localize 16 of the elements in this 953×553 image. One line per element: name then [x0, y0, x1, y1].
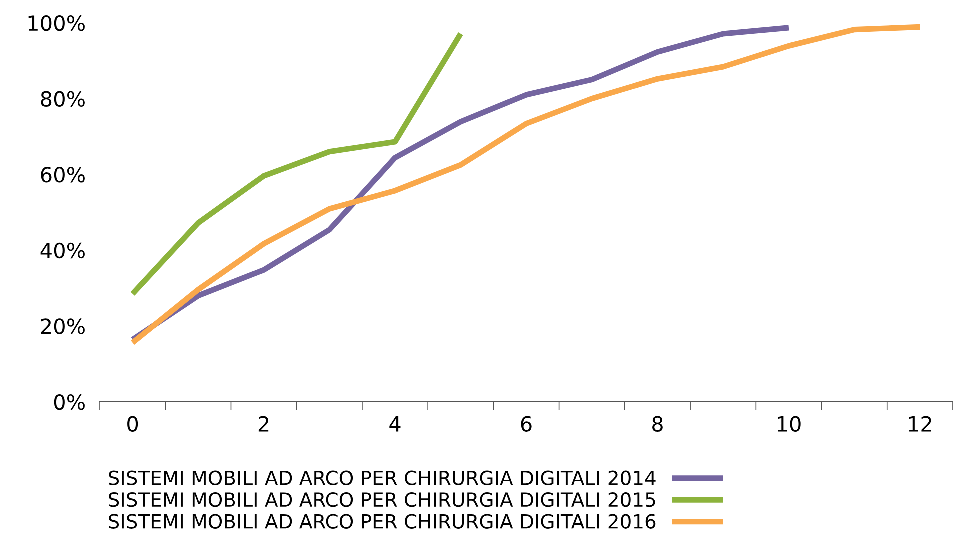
x-tick-label: 8 [652, 416, 663, 432]
y-tick-label: 40% [40, 242, 85, 259]
x-tick-label: 6 [521, 416, 532, 432]
y-tick-label: 60% [41, 167, 85, 183]
x-tick-label: 10 [778, 416, 801, 432]
y-tick-label: 80% [41, 91, 85, 108]
legend-label: SISTEMI MOBILI AD ARCO PER CHIRURGIA DIGITALI 2016 [109, 514, 656, 529]
x-tick-label: 0 [128, 416, 138, 432]
y-tick-label: 20% [41, 318, 85, 334]
y-tick-label: 100% [28, 15, 85, 32]
legend-label: SISTEMI MOBILI AD ARCO PER CHIRURGIA DIGITALI 2015 [109, 492, 656, 508]
legend-label: SISTEMI MOBILI AD ARCO PER CHIRURGIA DIGITALI 2014 [109, 470, 656, 486]
x-tick-label: 2 [258, 416, 269, 432]
x-tick-label: 12 [909, 416, 932, 432]
x-tick-label: 4 [390, 416, 401, 432]
y-tick-label: 0% [54, 394, 85, 410]
